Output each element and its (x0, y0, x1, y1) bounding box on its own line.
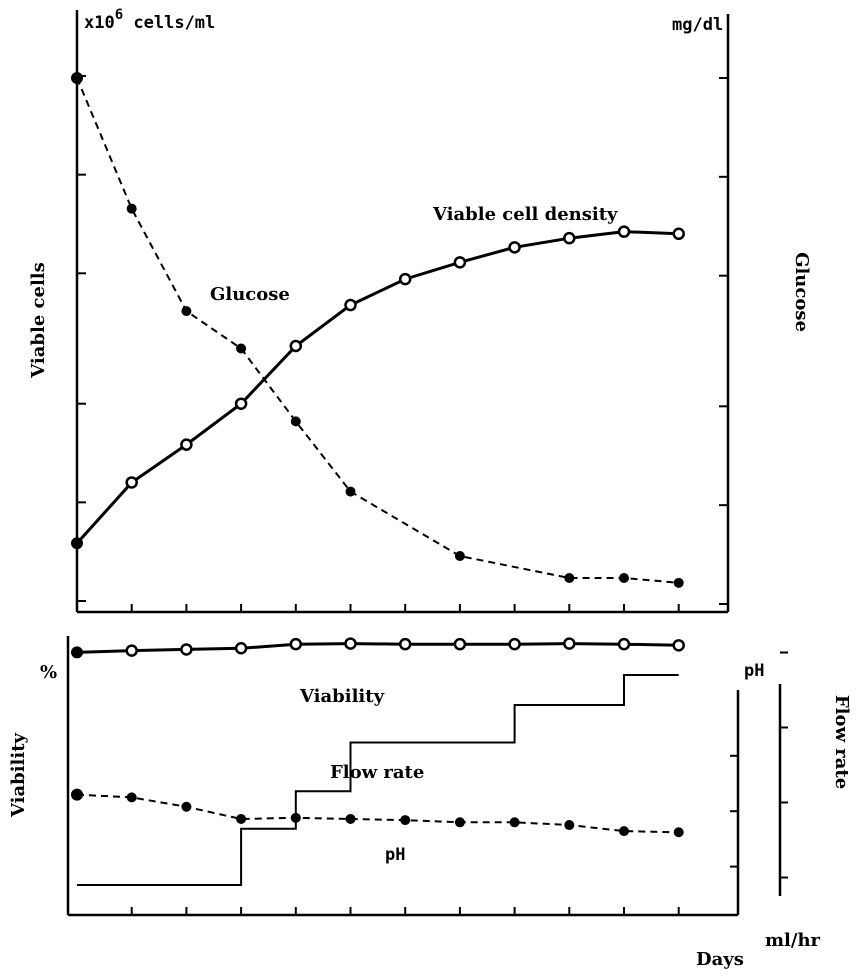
viability-line (76, 642, 679, 654)
viability-point (453, 637, 467, 651)
viability-point (508, 637, 521, 651)
bottom-labels: % Viability pH Flow rate ml/hr Viability… (8, 661, 852, 970)
ph-series-label: pH (385, 845, 405, 865)
bottom-panel: % Viability pH Flow rate ml/hr Viability… (8, 636, 852, 970)
ph-point (673, 827, 684, 838)
flow-axis-label: Flow rate (831, 695, 852, 789)
top-right-axis-label: Glucose (791, 252, 812, 332)
viable-cell-density-point (453, 256, 467, 269)
top-left-axis-label: Viable cells (28, 262, 49, 379)
viable-cell-density-point (125, 476, 138, 489)
glucose-point (236, 343, 247, 354)
ph-point (345, 813, 356, 824)
viability-point (125, 644, 138, 657)
viability-point (234, 642, 248, 655)
viable-cell-density-point (180, 438, 193, 451)
x-axis-label: Days (696, 949, 744, 970)
viable-cell-density-point (234, 397, 248, 410)
glucose-point (564, 573, 575, 584)
viability-point (617, 637, 631, 651)
flow-rate-line (77, 674, 679, 886)
ph-point (126, 792, 137, 803)
viable-cell-density-point (508, 241, 521, 254)
top-labels: x106 cells/ml mg/dl Viable cells Glucose… (28, 7, 812, 379)
ph-point (181, 801, 192, 812)
glucose-point (71, 72, 83, 84)
viable-cell-density-point (563, 231, 576, 245)
top-series (71, 72, 685, 588)
viable-cell-density-point (289, 339, 303, 353)
glucose-point (673, 577, 684, 588)
viability-point (289, 637, 303, 651)
top-axes (75, 10, 730, 614)
ph-point (454, 817, 465, 828)
viability-point (672, 639, 685, 652)
viable-cell-density-point (617, 225, 631, 238)
viable-cell-density-point (398, 272, 412, 286)
ph-point (619, 826, 629, 837)
viability-point (180, 643, 193, 656)
glucose-point (345, 486, 356, 497)
ph-point (400, 815, 411, 826)
glucose-point (619, 573, 629, 584)
glucose-point (454, 551, 465, 562)
glucose-point (181, 306, 192, 317)
top-panel: x106 cells/ml mg/dl Viable cells Glucose… (28, 7, 812, 614)
glucose-series-label: Glucose (210, 284, 290, 305)
bottom-series (71, 637, 685, 886)
viability-point (398, 637, 412, 651)
viability-point (71, 646, 83, 659)
viability-point (563, 637, 576, 650)
viable-cell-density-label: Viable cell density (432, 204, 618, 225)
viability-point (344, 637, 357, 650)
bottom-axes (66, 636, 788, 917)
viable-cell-density-point (344, 298, 357, 312)
ph-point (290, 812, 301, 823)
flow-axis-unit: ml/hr (765, 930, 821, 951)
ph-line (76, 793, 679, 834)
top-right-unit: mg/dl (672, 15, 723, 35)
ph-point (564, 820, 575, 831)
viable-cell-density-line (75, 230, 679, 545)
viable-cell-density-point (672, 227, 685, 241)
top-left-unit: x106 cells/ml (84, 7, 215, 33)
flow-rate-series-label: Flow rate (330, 762, 424, 783)
glucose-line (76, 77, 679, 584)
ph-axis-label: pH (744, 661, 764, 681)
bottom-left-axis-label: Viability (8, 732, 29, 818)
ph-point (236, 813, 247, 824)
viability-series-label: Viability (299, 686, 385, 707)
glucose-point (126, 203, 137, 214)
bottom-left-unit: % (40, 662, 57, 683)
ph-point (71, 788, 83, 801)
viable-cell-density-point (71, 537, 83, 550)
ph-point (509, 817, 520, 828)
glucose-point (290, 416, 301, 427)
